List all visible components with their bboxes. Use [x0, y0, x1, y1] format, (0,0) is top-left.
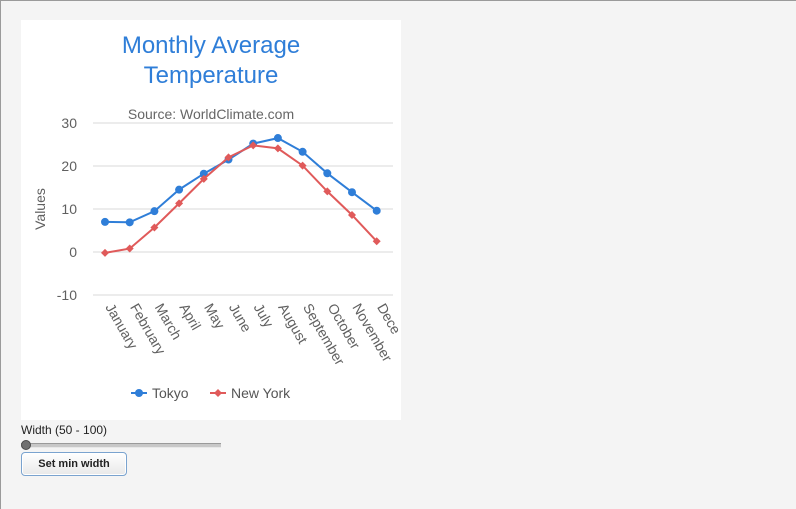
- legend-label-tokyo: Tokyo: [152, 385, 189, 401]
- x-axis-ticks: JanuaryFebruaryMarchAprilMayJuneJulyAugu…: [102, 301, 401, 369]
- data-point-new-york[interactable]: [298, 161, 307, 170]
- data-point-tokyo[interactable]: [175, 185, 184, 194]
- series-line-new-york: [104, 144, 378, 254]
- data-point-tokyo[interactable]: [298, 147, 307, 156]
- data-point-new-york[interactable]: [101, 248, 109, 257]
- y-tick-label: 0: [69, 244, 77, 260]
- grid-lines: [93, 122, 393, 296]
- data-point-new-york[interactable]: [199, 174, 208, 183]
- data-point-new-york[interactable]: [273, 144, 282, 153]
- y-tick-label: 10: [61, 201, 77, 217]
- x-tick-label: May: [201, 301, 228, 332]
- data-point-new-york[interactable]: [224, 153, 233, 162]
- y-tick-label: 20: [61, 158, 77, 174]
- set-min-width-button[interactable]: Set min width: [21, 452, 127, 476]
- data-point-new-york[interactable]: [323, 187, 332, 196]
- data-point-tokyo[interactable]: [323, 169, 332, 178]
- chart-subtitle: Source: WorldClimate.com: [128, 106, 294, 122]
- slider-label: Width (50 - 100): [21, 423, 108, 437]
- legend-item-tokyo[interactable]: Tokyo: [131, 385, 189, 401]
- y-axis-ticks: 30 20 10 0 -10: [57, 115, 77, 303]
- data-point-tokyo[interactable]: [372, 206, 381, 215]
- temperature-chart: Monthly Average Temperature Source: Worl…: [32, 32, 401, 401]
- data-point-tokyo[interactable]: [125, 218, 134, 227]
- width-slider-track[interactable]: [21, 443, 221, 448]
- chart-title-line-1: Monthly Average: [122, 32, 300, 59]
- y-tick-label: 30: [61, 115, 77, 131]
- data-point-new-york[interactable]: [150, 223, 159, 232]
- y-tick-label: -10: [57, 287, 77, 303]
- legend-marker-tokyo: [135, 389, 143, 397]
- data-point-tokyo[interactable]: [273, 134, 282, 143]
- legend-label-new-york: New York: [231, 385, 291, 401]
- width-slider-handle[interactable]: [21, 440, 31, 450]
- legend-marker-new-york: [214, 389, 222, 397]
- data-point-new-york[interactable]: [348, 211, 356, 220]
- data-point-tokyo[interactable]: [199, 169, 208, 178]
- legend[interactable]: Tokyo New York: [131, 385, 291, 401]
- legend-item-new-york[interactable]: New York: [210, 385, 291, 401]
- chart-title-line-2: Temperature: [144, 62, 279, 89]
- series-layer: [101, 134, 381, 257]
- data-point-new-york[interactable]: [249, 141, 258, 150]
- data-point-tokyo[interactable]: [101, 217, 109, 226]
- data-point-tokyo[interactable]: [150, 207, 159, 216]
- y-axis-label: Values: [32, 188, 48, 230]
- x-tick-label: June: [226, 301, 255, 335]
- data-point-new-york[interactable]: [125, 244, 134, 253]
- data-point-new-york[interactable]: [372, 237, 381, 246]
- chart-panel: Monthly Average Temperature Source: Worl…: [21, 20, 401, 420]
- data-point-new-york[interactable]: [175, 199, 184, 208]
- data-point-tokyo[interactable]: [348, 188, 356, 197]
